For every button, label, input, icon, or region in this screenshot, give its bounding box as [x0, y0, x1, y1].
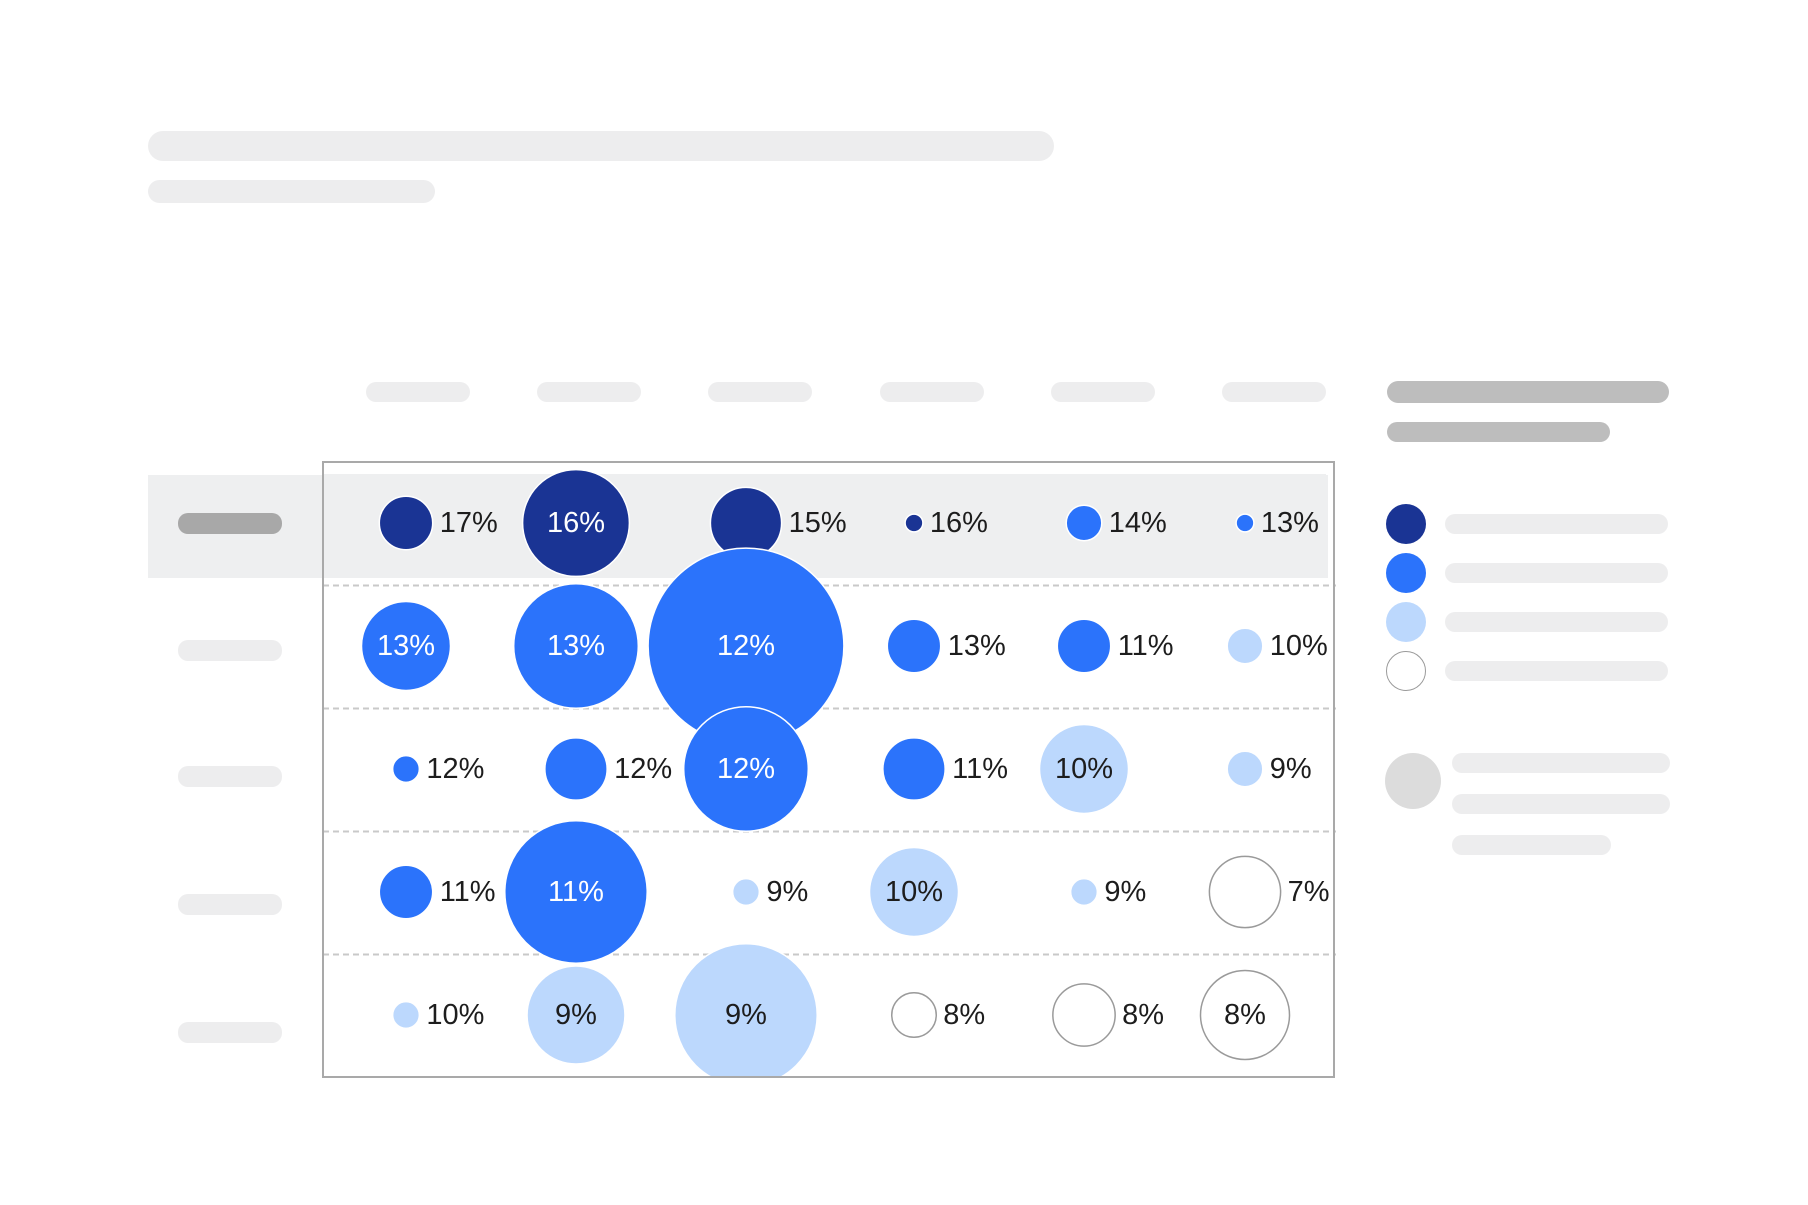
bubble-label-r5-c2: 9%	[555, 999, 597, 1031]
row-label-4	[178, 894, 282, 915]
bubble-label-r4-c2: 11%	[548, 876, 604, 908]
bubble-r3-c1	[391, 754, 421, 784]
bubble-label-r2-c1: 13%	[377, 630, 435, 662]
legend-label-none	[1445, 661, 1668, 681]
bubble-label-r3-c2: 12%	[614, 753, 672, 785]
bubble-label-r5-c1: 10%	[426, 999, 484, 1031]
bubble-r3-c3	[682, 705, 810, 833]
bubble-r2-c2	[512, 582, 640, 710]
title-placeholder	[148, 131, 1054, 161]
size-legend-circle	[1385, 753, 1441, 809]
bubble-r5-c1	[391, 1000, 421, 1030]
bubble-label-r1-c1: 17%	[440, 507, 498, 539]
size-legend-line-1	[1452, 753, 1670, 773]
bubble-r1-c1	[378, 495, 434, 551]
bubble-r3-c6	[1226, 750, 1264, 788]
row-label-2	[178, 640, 282, 661]
column-header-4	[880, 382, 984, 402]
bubble-r4-c1	[378, 864, 434, 920]
bubble-label-r4-c5: 9%	[1104, 876, 1146, 908]
bubble-label-r2-c3: 12%	[717, 630, 775, 662]
bubble-label-r3-c3: 12%	[717, 753, 775, 785]
legend-swatch-light	[1386, 602, 1426, 642]
bubble-label-r4-c6: 7%	[1288, 876, 1330, 908]
bubble-label-r5-c4: 8%	[943, 999, 985, 1031]
bubble-label-r1-c5: 14%	[1109, 507, 1167, 539]
row-label-1	[178, 513, 282, 534]
bubble-r3-c2	[544, 737, 608, 801]
legend-swatch-dark	[1386, 504, 1426, 544]
bubble-r4-c4	[868, 846, 960, 938]
bubble-label-r2-c5: 11%	[1118, 630, 1174, 662]
bubble-r1-c5	[1065, 504, 1103, 542]
bubble-label-r3-c5: 10%	[1055, 753, 1113, 785]
bubbles-group	[360, 468, 1291, 1077]
highlighted-row-background	[323, 474, 1326, 577]
bubble-label-r5-c6: 8%	[1224, 999, 1266, 1031]
bubble-label-r1-c2: 16%	[547, 507, 605, 539]
legend-subtitle-placeholder	[1387, 422, 1610, 442]
bubble-r1-c6	[1235, 513, 1255, 533]
bubble-r4-c2	[504, 820, 648, 964]
bubble-label-r5-c5: 8%	[1122, 999, 1164, 1031]
bubble-r3-c4	[882, 737, 946, 801]
bubble-label-r1-c4: 16%	[930, 507, 988, 539]
bubble-r2-c6	[1226, 627, 1264, 665]
bubble-label-r3-c4: 11%	[952, 753, 1008, 785]
bubble-label-r2-c4: 13%	[948, 630, 1006, 662]
legend-swatch-none	[1386, 651, 1426, 691]
size-legend-line-2	[1452, 794, 1670, 814]
bubble-r3-c5	[1038, 723, 1130, 815]
bubble-r1-c2	[521, 468, 631, 578]
bubble-label-r1-c3: 15%	[789, 507, 847, 539]
bubble-r2-c5	[1056, 618, 1112, 674]
bubble-label-r4-c3: 9%	[766, 876, 808, 908]
bubble-label-r3-c6: 9%	[1270, 753, 1312, 785]
column-header-1	[366, 382, 470, 402]
bubble-r2-c4	[886, 618, 942, 674]
bubble-r5-c2	[526, 965, 626, 1065]
legend-label-medium	[1445, 563, 1668, 583]
bubble-r4-c5	[1069, 877, 1099, 907]
column-header-3	[708, 382, 812, 402]
bubble-label-r4-c1: 11%	[440, 876, 496, 908]
bubble-r5-c5	[1052, 983, 1116, 1047]
bubble-label-r4-c4: 10%	[885, 876, 943, 908]
row-label-3	[178, 766, 282, 787]
legend-swatch-medium	[1386, 553, 1426, 593]
bubble-label-r2-c6: 10%	[1270, 630, 1328, 662]
bubble-r5-c4	[891, 992, 937, 1038]
size-legend-line-3	[1452, 835, 1611, 855]
bubble-r4-c3	[731, 877, 761, 907]
column-header-6	[1222, 382, 1326, 402]
bubble-r5-c6	[1199, 969, 1291, 1061]
bubble-label-r5-c3: 9%	[725, 999, 767, 1031]
column-header-5	[1051, 382, 1155, 402]
legend-title-placeholder	[1387, 381, 1669, 403]
row-label-5	[178, 1022, 282, 1043]
bubble-r5-c3	[674, 943, 818, 1077]
legend-label-dark	[1445, 514, 1668, 534]
bubble-r2-c1	[360, 600, 452, 692]
subtitle-placeholder	[148, 180, 435, 203]
column-header-2	[537, 382, 641, 402]
bubble-r4-c6	[1208, 855, 1282, 929]
bubble-label-r2-c2: 13%	[547, 630, 605, 662]
bubble-label-r1-c6: 13%	[1261, 507, 1319, 539]
legend-label-light	[1445, 612, 1668, 632]
bubble-label-r3-c1: 12%	[426, 753, 484, 785]
bubble-r1-c4	[904, 513, 924, 533]
chart-frame	[322, 461, 1335, 1078]
